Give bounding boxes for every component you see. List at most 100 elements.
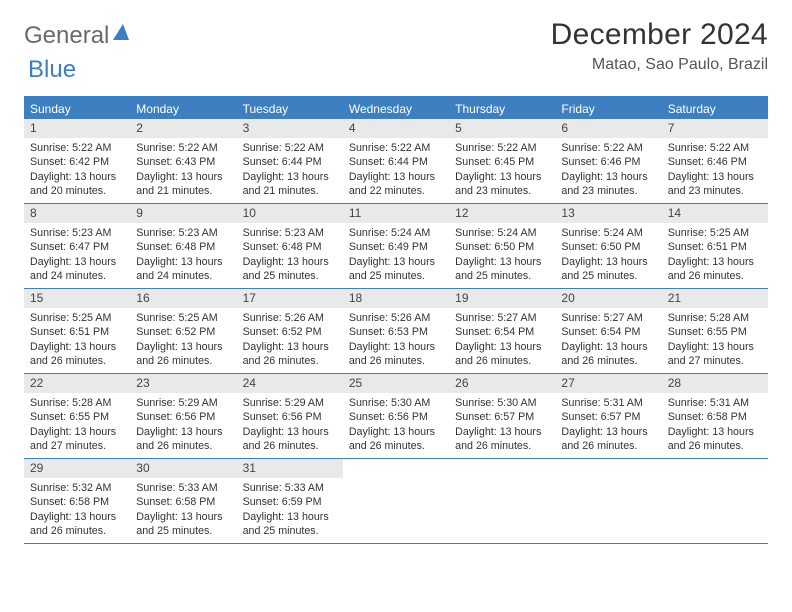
calendar-cell: 27Sunrise: 5:31 AMSunset: 6:57 PMDayligh… [555,374,661,458]
daylight-line-1: Daylight: 13 hours [668,340,762,354]
daylight-line-2: and 25 minutes. [349,269,443,283]
calendar-cell: 13Sunrise: 5:24 AMSunset: 6:50 PMDayligh… [555,204,661,288]
sunrise-line: Sunrise: 5:22 AM [561,141,655,155]
sunset-line: Sunset: 6:56 PM [243,410,337,424]
daylight-line-1: Daylight: 13 hours [561,340,655,354]
calendar-cell: 21Sunrise: 5:28 AMSunset: 6:55 PMDayligh… [662,289,768,373]
day-number: 3 [237,119,343,138]
sunset-line: Sunset: 6:52 PM [136,325,230,339]
calendar-cell: 4Sunrise: 5:22 AMSunset: 6:44 PMDaylight… [343,119,449,203]
cell-body: Sunrise: 5:22 AMSunset: 6:44 PMDaylight:… [237,138,343,203]
calendar-cell: 28Sunrise: 5:31 AMSunset: 6:58 PMDayligh… [662,374,768,458]
sunrise-line: Sunrise: 5:22 AM [243,141,337,155]
logo: General [24,22,133,50]
daylight-line-2: and 26 minutes. [455,354,549,368]
day-number: 22 [24,374,130,393]
daylight-line-1: Daylight: 13 hours [349,255,443,269]
sunset-line: Sunset: 6:48 PM [243,240,337,254]
cell-body: Sunrise: 5:31 AMSunset: 6:58 PMDaylight:… [662,393,768,458]
sunrise-line: Sunrise: 5:23 AM [136,226,230,240]
sunset-line: Sunset: 6:56 PM [136,410,230,424]
calendar-week: 22Sunrise: 5:28 AMSunset: 6:55 PMDayligh… [24,374,768,459]
logo-sail-icon [113,22,133,40]
day-number: 5 [449,119,555,138]
sunset-line: Sunset: 6:57 PM [455,410,549,424]
day-number: 23 [130,374,236,393]
daylight-line-1: Daylight: 13 hours [243,510,337,524]
sunrise-line: Sunrise: 5:29 AM [243,396,337,410]
day-number: 12 [449,204,555,223]
daylight-line-1: Daylight: 13 hours [243,170,337,184]
sunset-line: Sunset: 6:57 PM [561,410,655,424]
calendar-page: General December 2024 Matao, Sao Paulo, … [0,0,792,544]
daylight-line-1: Daylight: 13 hours [349,170,443,184]
day-number: 18 [343,289,449,308]
sunrise-line: Sunrise: 5:22 AM [455,141,549,155]
sunrise-line: Sunrise: 5:28 AM [668,311,762,325]
daylight-line-2: and 27 minutes. [30,439,124,453]
daylight-line-1: Daylight: 13 hours [30,340,124,354]
cell-body: Sunrise: 5:22 AMSunset: 6:44 PMDaylight:… [343,138,449,203]
sunset-line: Sunset: 6:43 PM [136,155,230,169]
cell-body: Sunrise: 5:31 AMSunset: 6:57 PMDaylight:… [555,393,661,458]
daylight-line-2: and 26 minutes. [561,439,655,453]
day-number: 21 [662,289,768,308]
calendar-cell: 31Sunrise: 5:33 AMSunset: 6:59 PMDayligh… [237,459,343,543]
calendar-cell: 15Sunrise: 5:25 AMSunset: 6:51 PMDayligh… [24,289,130,373]
daylight-line-2: and 21 minutes. [136,184,230,198]
sunrise-line: Sunrise: 5:24 AM [349,226,443,240]
sunrise-line: Sunrise: 5:23 AM [243,226,337,240]
weekday-header: Friday [555,98,661,119]
calendar-cell: 19Sunrise: 5:27 AMSunset: 6:54 PMDayligh… [449,289,555,373]
calendar-week: 15Sunrise: 5:25 AMSunset: 6:51 PMDayligh… [24,289,768,374]
calendar-cell: 30Sunrise: 5:33 AMSunset: 6:58 PMDayligh… [130,459,236,543]
daylight-line-1: Daylight: 13 hours [136,510,230,524]
weekday-header-row: Sunday Monday Tuesday Wednesday Thursday… [24,98,768,119]
daylight-line-2: and 25 minutes. [455,269,549,283]
sunset-line: Sunset: 6:58 PM [30,495,124,509]
daylight-line-1: Daylight: 13 hours [136,255,230,269]
sunrise-line: Sunrise: 5:25 AM [136,311,230,325]
sunset-line: Sunset: 6:49 PM [349,240,443,254]
daylight-line-1: Daylight: 13 hours [455,340,549,354]
daylight-line-1: Daylight: 13 hours [243,340,337,354]
sunset-line: Sunset: 6:53 PM [349,325,443,339]
day-number: 16 [130,289,236,308]
weekday-header: Thursday [449,98,555,119]
calendar-cell [343,459,449,543]
daylight-line-2: and 26 minutes. [243,354,337,368]
calendar-cell: 29Sunrise: 5:32 AMSunset: 6:58 PMDayligh… [24,459,130,543]
weekday-header: Wednesday [343,98,449,119]
day-number: 26 [449,374,555,393]
sunrise-line: Sunrise: 5:29 AM [136,396,230,410]
sunrise-line: Sunrise: 5:26 AM [243,311,337,325]
sunset-line: Sunset: 6:58 PM [668,410,762,424]
calendar-cell: 12Sunrise: 5:24 AMSunset: 6:50 PMDayligh… [449,204,555,288]
sunset-line: Sunset: 6:51 PM [30,325,124,339]
daylight-line-1: Daylight: 13 hours [349,425,443,439]
daylight-line-2: and 25 minutes. [136,524,230,538]
title-block: December 2024 Matao, Sao Paulo, Brazil [551,18,768,74]
cell-body: Sunrise: 5:27 AMSunset: 6:54 PMDaylight:… [555,308,661,373]
sunset-line: Sunset: 6:44 PM [243,155,337,169]
day-number [449,459,555,478]
day-number: 2 [130,119,236,138]
day-number: 14 [662,204,768,223]
daylight-line-2: and 26 minutes. [30,354,124,368]
daylight-line-2: and 23 minutes. [668,184,762,198]
calendar-cell: 10Sunrise: 5:23 AMSunset: 6:48 PMDayligh… [237,204,343,288]
calendar-cell: 9Sunrise: 5:23 AMSunset: 6:48 PMDaylight… [130,204,236,288]
calendar-cell: 17Sunrise: 5:26 AMSunset: 6:52 PMDayligh… [237,289,343,373]
calendar-cell [555,459,661,543]
sunrise-line: Sunrise: 5:25 AM [30,311,124,325]
weekday-header: Monday [130,98,236,119]
day-number [343,459,449,478]
daylight-line-1: Daylight: 13 hours [136,340,230,354]
sunrise-line: Sunrise: 5:22 AM [30,141,124,155]
daylight-line-2: and 26 minutes. [349,439,443,453]
cell-body: Sunrise: 5:22 AMSunset: 6:45 PMDaylight:… [449,138,555,203]
daylight-line-2: and 25 minutes. [243,524,337,538]
sunrise-line: Sunrise: 5:33 AM [136,481,230,495]
calendar-week: 8Sunrise: 5:23 AMSunset: 6:47 PMDaylight… [24,204,768,289]
calendar-cell: 25Sunrise: 5:30 AMSunset: 6:56 PMDayligh… [343,374,449,458]
